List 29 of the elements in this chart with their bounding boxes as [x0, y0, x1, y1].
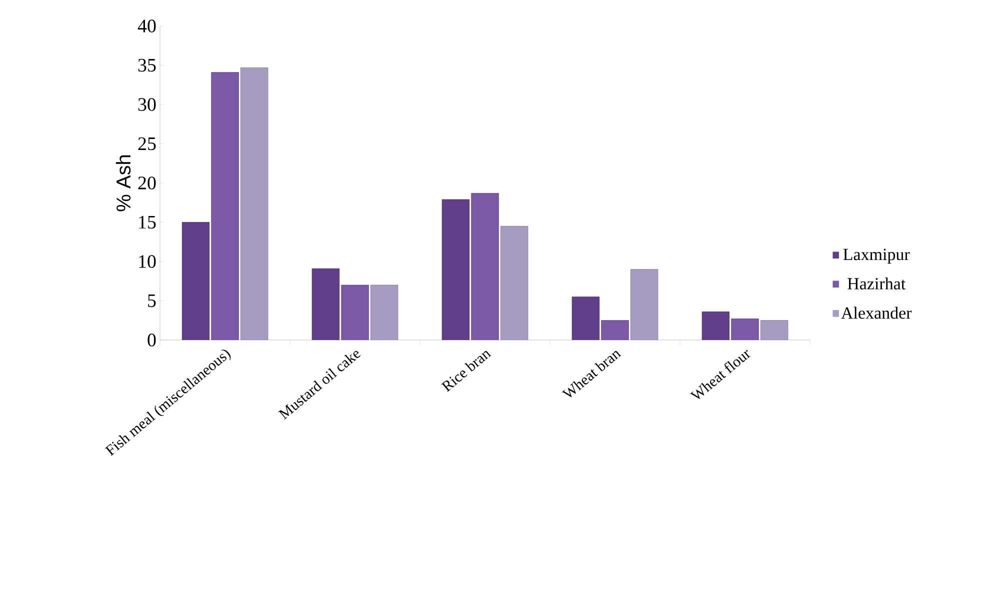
bar: [442, 199, 470, 340]
bar: [312, 268, 340, 340]
bar: [630, 269, 658, 340]
x-tick-label: Rice bran: [441, 351, 492, 392]
legend-label: Hazirhat: [848, 278, 906, 290]
bar: [211, 72, 239, 340]
bar: [182, 222, 210, 340]
y-axis-title: % Ash: [116, 155, 131, 212]
bar: [471, 193, 499, 340]
y-tick-label: 40: [138, 20, 156, 32]
bar: [601, 320, 629, 340]
bar: [341, 284, 369, 340]
bar: [370, 284, 398, 340]
y-tick-label: 20: [138, 176, 156, 190]
legend-label: Alexander: [841, 306, 912, 319]
y-tick-label: 25: [138, 137, 156, 150]
bar: [760, 320, 788, 340]
y-tick-label: 5: [148, 294, 156, 308]
y-tick-label: 35: [138, 58, 156, 72]
bar: [702, 312, 730, 340]
y-tick-label: 0: [148, 334, 156, 346]
bar: [500, 226, 528, 340]
bar: [572, 296, 600, 340]
bar: [240, 67, 268, 340]
y-tick-label: 30: [138, 98, 156, 111]
legend-label: Laxmipur: [843, 248, 910, 264]
y-tick-label: 10: [139, 255, 156, 268]
y-tick-label: 15: [139, 216, 156, 229]
bar: [731, 318, 759, 340]
